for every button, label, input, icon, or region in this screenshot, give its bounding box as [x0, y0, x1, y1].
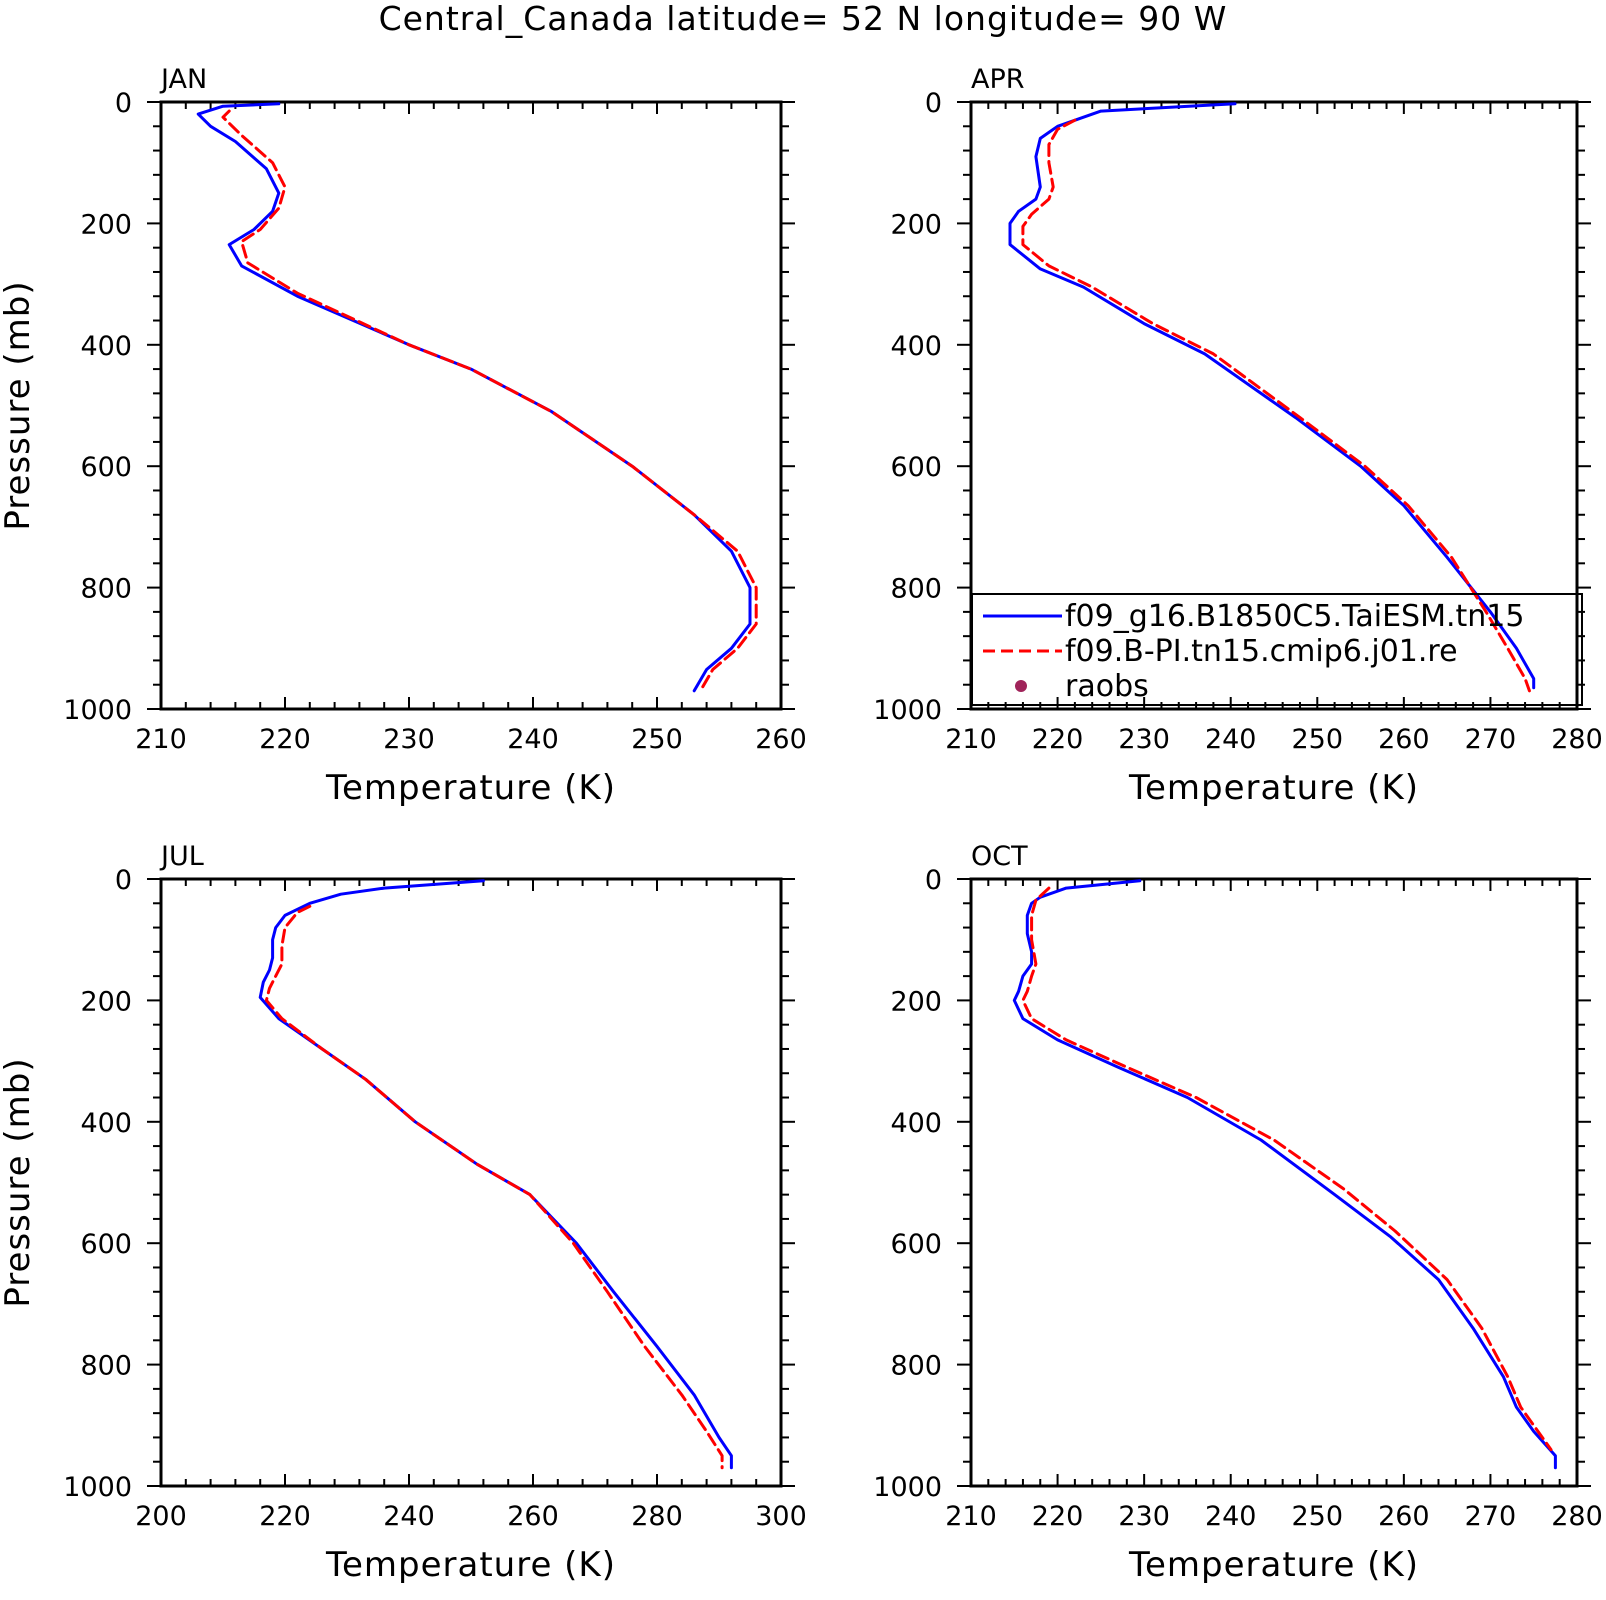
x-axis-title-oct: Temperature (K): [1128, 1545, 1419, 1585]
series-group-jul: [258, 879, 733, 1470]
y-tick-label: 1000: [873, 695, 942, 726]
x-tick-label: 220: [259, 724, 311, 755]
x-tick-label: 270: [1465, 724, 1517, 755]
x-tick-label: 250: [1292, 1501, 1344, 1532]
x-tick-label: 220: [1032, 1501, 1084, 1532]
panel-label-jul: JUL: [159, 841, 204, 872]
y-tick-label: 1000: [63, 1472, 132, 1503]
series-line-dashed: [1021, 886, 1553, 1452]
series-line-solid: [196, 102, 752, 693]
y-axis-title-jul: Pressure (mb): [0, 1057, 38, 1307]
y-tick-label: 0: [925, 865, 942, 896]
panel-label-jan: JAN: [159, 64, 207, 95]
x-tick-label: 240: [383, 1501, 435, 1532]
x-tick-label: 260: [507, 1501, 559, 1532]
x-tick-label: 260: [1378, 724, 1430, 755]
series-line-solid: [1008, 102, 1536, 690]
series-line-dashed: [264, 904, 724, 1470]
y-tick-label: 0: [925, 88, 942, 119]
x-tick-label: 250: [1292, 724, 1344, 755]
legend-label: f09.B-PI.tn15.cmip6.j01.re: [1065, 634, 1458, 669]
y-tick-label: 0: [115, 88, 132, 119]
y-tick-label: 200: [890, 209, 942, 240]
series-group-oct: [1012, 879, 1557, 1470]
x-tick-label: 250: [631, 724, 683, 755]
y-tick-label: 0: [115, 865, 132, 896]
x-tick-label: 220: [1032, 724, 1084, 755]
series-line-dashed: [221, 109, 758, 693]
legend-box: [971, 593, 1583, 706]
y-tick-label: 400: [890, 331, 942, 362]
y-axis-title-jan: Pressure (mb): [0, 280, 38, 530]
x-tick-label: 230: [1118, 724, 1170, 755]
y-tick-label: 800: [80, 574, 132, 605]
x-tick-label: 240: [1205, 724, 1257, 755]
x-tick-label: 280: [1551, 724, 1603, 755]
y-tick-label: 600: [890, 1229, 942, 1260]
legend-label: f09_g16.B1850C5.TaiESM.tn15: [1065, 599, 1524, 634]
x-tick-label: 210: [135, 724, 187, 755]
x-tick-label: 210: [945, 724, 997, 755]
x-tick-label: 240: [507, 724, 559, 755]
x-tick-label: 270: [1465, 1501, 1517, 1532]
x-tick-label: 230: [1118, 1501, 1170, 1532]
legend-marker-dot: [1015, 680, 1027, 692]
panel-apr: APR 210 220 230 240 250 260 270 280 0 200 400 600 800…: [873, 64, 1602, 808]
plot-frame-apr: [969, 100, 1579, 711]
plot-frame-jan: [159, 100, 783, 711]
x-tick-label: 280: [1551, 1501, 1603, 1532]
y-tick-label: 600: [80, 1229, 132, 1260]
y-tick-label: 800: [890, 574, 942, 605]
x-tick-label: 300: [755, 1501, 807, 1532]
x-axis-title-jan: Temperature (K): [325, 768, 616, 808]
x-tick-label: 280: [631, 1501, 683, 1532]
x-tick-label: 200: [135, 1501, 187, 1532]
x-tick-label: 260: [1378, 1501, 1430, 1532]
y-tick-label: 400: [80, 1108, 132, 1139]
x-tick-label: 240: [1205, 1501, 1257, 1532]
x-tick-label: 230: [383, 724, 435, 755]
y-tick-label: 200: [890, 986, 942, 1017]
x-tick-label: 210: [945, 1501, 997, 1532]
legend: f09_g16.B1850C5.TaiESM.tn15f09.B-PI.tn15…: [971, 593, 1583, 706]
y-tick-label: 800: [890, 1351, 942, 1382]
series-line-solid: [1012, 879, 1557, 1470]
y-tick-label: 800: [80, 1351, 132, 1382]
legend-label: raobs: [1065, 669, 1149, 704]
y-tick-label: 400: [80, 331, 132, 362]
plot-frame-oct: [969, 877, 1579, 1488]
y-tick-label: 200: [80, 986, 132, 1017]
panel-jan: JAN 210 220 230 240 250 260 0 200 400 600 800 1000 Te…: [0, 64, 807, 808]
series-line-solid: [258, 879, 733, 1470]
panel-oct: OCT 210 220 230 240 250 260 270 280 0 200 400 600 800…: [873, 841, 1602, 1585]
y-tick-label: 400: [890, 1108, 942, 1139]
panels-container: JAN 210 220 230 240 250 260 0 200 400 600 800 1000 Te…: [0, 64, 1603, 1585]
panel-label-oct: OCT: [971, 841, 1028, 872]
y-tick-label: 600: [80, 452, 132, 483]
panel-label-apr: APR: [971, 64, 1025, 95]
panel-jul: JUL 200 220 240 260 280 300 0 200 400 600 800 1000 Te…: [0, 841, 807, 1585]
y-tick-label: 1000: [63, 695, 132, 726]
x-axis-title-jul: Temperature (K): [325, 1545, 616, 1585]
y-tick-label: 1000: [873, 1472, 942, 1503]
x-tick-label: 260: [755, 724, 807, 755]
x-tick-label: 220: [259, 1501, 311, 1532]
y-tick-label: 200: [80, 209, 132, 240]
figure-title: Central_Canada latitude= 52 N longitude=…: [379, 0, 1228, 38]
series-group-jan: [196, 102, 758, 693]
x-axis-title-apr: Temperature (K): [1128, 768, 1419, 808]
y-tick-label: 600: [890, 452, 942, 483]
plot-frame-jul: [159, 877, 783, 1488]
